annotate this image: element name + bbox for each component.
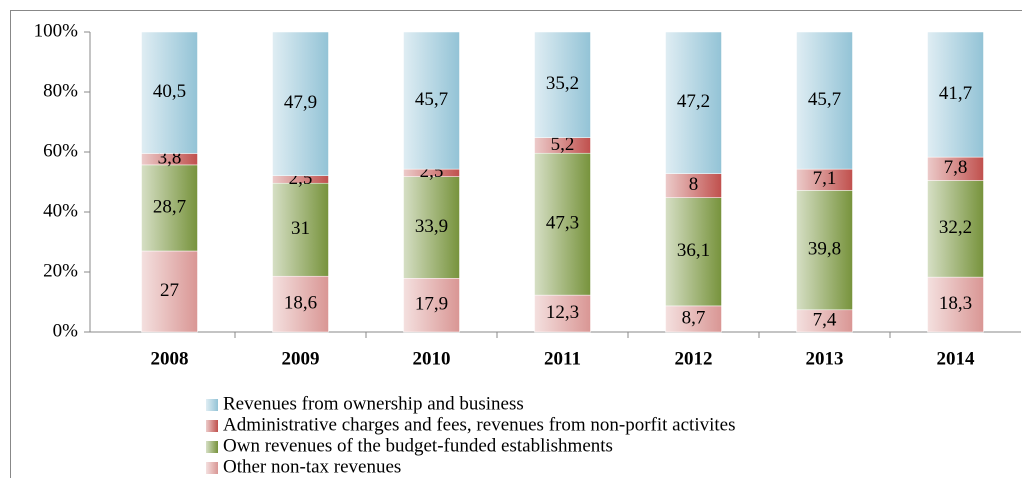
chart-frame <box>10 10 1022 478</box>
data-label: 45,7 <box>808 89 841 110</box>
data-label: 8,7 <box>682 307 706 328</box>
bar-segment <box>534 294 591 333</box>
data-label: 18,3 <box>939 293 972 314</box>
legend-swatch <box>206 399 218 411</box>
data-label: 17,9 <box>415 294 448 315</box>
data-label: 47,2 <box>677 91 710 112</box>
legend-swatch <box>206 462 218 474</box>
legend-label: Other non-tax revenues <box>223 456 401 477</box>
bar-segment <box>141 164 198 252</box>
data-label: 12,3 <box>546 302 579 323</box>
y-tick-label: 0% <box>53 320 79 341</box>
y-tick-label: 100% <box>34 20 79 41</box>
bar-segment <box>272 275 329 333</box>
bar-segment <box>272 31 329 176</box>
x-tick-label: 2011 <box>544 348 581 369</box>
bar-segment <box>403 31 460 170</box>
x-tick-label: 2014 <box>937 348 976 369</box>
data-label: 18,6 <box>284 292 317 313</box>
bar-segment <box>141 250 198 333</box>
y-tick-label: 40% <box>43 200 78 221</box>
data-label: 39,8 <box>808 238 841 259</box>
data-label: 8 <box>689 174 699 195</box>
bar-segment <box>796 31 853 170</box>
legend-label: Administrative charges and fees, revenue… <box>223 414 735 435</box>
data-label: 31 <box>291 218 310 239</box>
bar-segment <box>141 31 198 154</box>
data-label: 47,9 <box>284 92 317 113</box>
x-tick-label: 2010 <box>413 348 451 369</box>
data-label: 32,2 <box>939 217 972 238</box>
x-tick-label: 2009 <box>282 348 320 369</box>
legend-label: Revenues from ownership and business <box>223 393 524 414</box>
bar-segment <box>665 31 722 174</box>
x-tick-label: 2012 <box>675 348 713 369</box>
data-label: 7,8 <box>944 157 968 178</box>
y-tick-label: 20% <box>43 260 78 281</box>
y-tick-label: 80% <box>43 80 78 101</box>
bar-segment <box>403 278 460 333</box>
bar-segment <box>534 152 591 296</box>
data-label: 5,2 <box>551 134 575 155</box>
data-label: 28,7 <box>153 196 186 217</box>
data-label: 40,5 <box>153 81 186 102</box>
data-label: 47,3 <box>546 213 579 234</box>
y-tick-label: 60% <box>43 140 78 161</box>
bar-segment <box>927 31 984 158</box>
bar-segment <box>665 173 722 198</box>
data-label: 41,7 <box>939 83 972 104</box>
bar-segment <box>534 31 591 138</box>
x-tick-label: 2013 <box>806 348 844 369</box>
bar-segment <box>665 197 722 307</box>
data-label: 7,4 <box>813 309 837 330</box>
data-label: 45,7 <box>415 89 448 110</box>
data-label: 7,1 <box>813 168 837 189</box>
data-label: 27 <box>160 280 179 301</box>
x-tick-label: 2008 <box>151 348 189 369</box>
bar-segment <box>796 190 853 311</box>
data-label: 36,1 <box>677 240 710 261</box>
data-label: 35,2 <box>546 73 579 94</box>
bar-segment <box>927 180 984 278</box>
bar-segment <box>403 176 460 279</box>
legend-swatch <box>206 420 218 432</box>
bar-segment <box>927 276 984 333</box>
legend-label: Own revenues of the budget-funded establ… <box>223 435 613 456</box>
data-label: 33,9 <box>415 216 448 237</box>
legend-swatch <box>206 441 218 453</box>
bar-segment <box>272 182 329 277</box>
